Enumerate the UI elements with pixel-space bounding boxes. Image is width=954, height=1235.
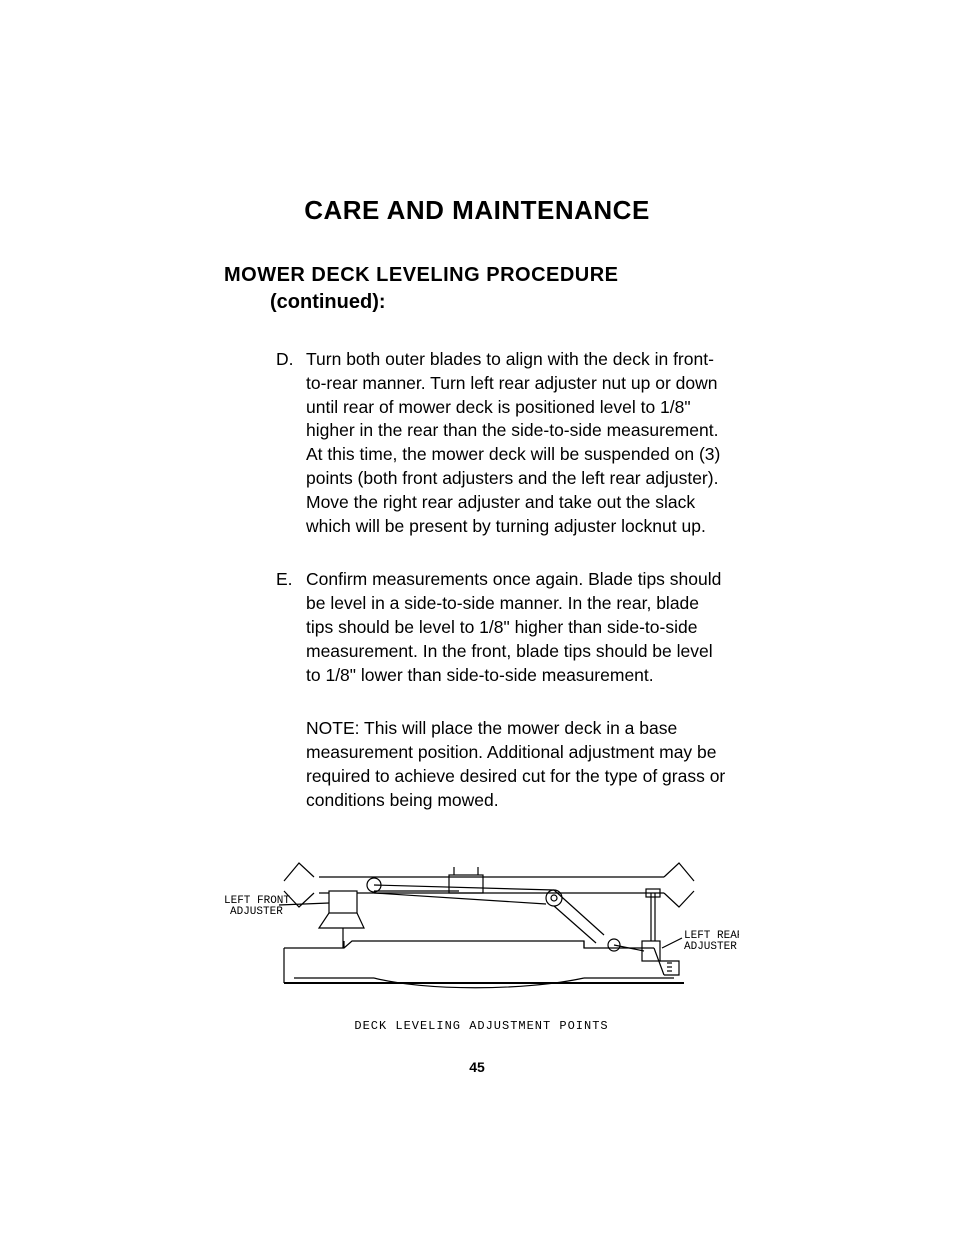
item-marker: D. bbox=[276, 348, 306, 538]
item-marker: E. bbox=[276, 568, 306, 687]
deck-leveling-diagram: LEFT FRONT ADJUSTER LEFT REAR ADJUSTER bbox=[224, 833, 739, 1013]
list-item: D. Turn both outer blades to align with … bbox=[276, 348, 728, 538]
body-block: D. Turn both outer blades to align with … bbox=[276, 348, 728, 687]
list-item: E. Confirm measurements once again. Blad… bbox=[276, 568, 728, 687]
svg-text:LEFT FRONT ADJUSTER: LEFT FRONT ADJUSTER bbox=[224, 895, 297, 918]
figure-container: LEFT FRONT ADJUSTER LEFT REAR ADJUSTER D… bbox=[224, 833, 739, 1033]
page-number: 45 bbox=[0, 1059, 954, 1075]
figure-left-label-2: ADJUSTER bbox=[230, 906, 283, 918]
svg-text:LEFT REAR ADJUSTER: LEFT REAR ADJUSTER bbox=[684, 930, 739, 953]
note-block: NOTE: This will place the mower deck in … bbox=[306, 717, 732, 812]
figure-right-label-2: ADJUSTER bbox=[684, 941, 737, 953]
item-text: Confirm measurements once again. Blade t… bbox=[306, 568, 728, 687]
item-text: Turn both outer blades to align with the… bbox=[306, 348, 728, 538]
document-page: CARE AND MAINTENANCE MOWER DECK LEVELING… bbox=[0, 0, 954, 1235]
figure-caption: DECK LEVELING ADJUSTMENT POINTS bbox=[224, 1019, 739, 1033]
section-heading: MOWER DECK LEVELING PROCEDURE bbox=[224, 264, 954, 287]
main-title: CARE AND MAINTENANCE bbox=[0, 195, 954, 226]
section-subheading: (continued): bbox=[270, 291, 954, 314]
